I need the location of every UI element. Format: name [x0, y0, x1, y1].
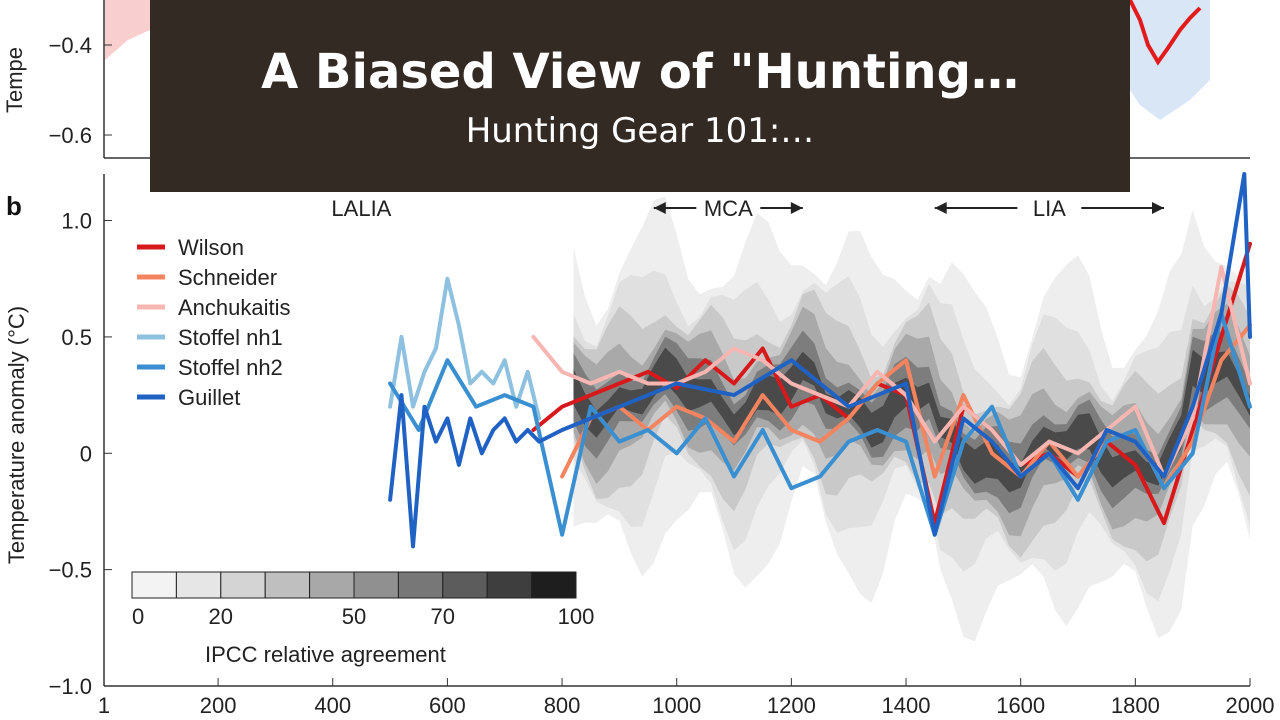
legend-label: Anchukaitis: [178, 295, 291, 320]
period-arrowhead: [653, 202, 666, 214]
series-line-guillet: [388, 172, 1252, 549]
x-tick-label: 1200: [767, 693, 816, 718]
x-tick-label: 1: [98, 693, 110, 718]
y-tick-label: −0.5: [49, 558, 92, 583]
title-overlay: A Biased View of "Hunting… Hunting Gear …: [150, 0, 1130, 192]
colorbar-cell: [531, 571, 577, 599]
x-tick-label: 600: [429, 693, 466, 718]
x-tick-label: 2000: [1226, 693, 1275, 718]
x-tick-label: 800: [544, 693, 581, 718]
colorbar-cell: [131, 571, 177, 599]
overlay-subtitle: Hunting Gear 101:…: [465, 111, 815, 151]
colorbar-title: IPCC relative agreement: [205, 642, 446, 667]
y-tick-label: 1.0: [61, 209, 92, 234]
panel-b: 1.00.50−0.5−1.01 200 400 600 800 1000 1200 1400…: [4, 172, 1275, 718]
colorbar-tick: 20: [209, 604, 233, 629]
period-label: LALIA: [331, 196, 391, 221]
period-label: MCA: [704, 196, 753, 221]
x-tick-label: 1800: [1111, 693, 1160, 718]
colorbar-cell: [264, 571, 311, 599]
legend-label: Stoffel nh2: [178, 355, 283, 380]
panel-letter-b: b: [6, 191, 22, 221]
colorbar-tick: 50: [342, 604, 366, 629]
panel-a-ytick: −0.6: [49, 123, 92, 148]
x-tick-label: 1000: [652, 693, 701, 718]
legend: Wilson Schneider Anchukaitis Stoffel nh1 Sto…: [137, 235, 291, 410]
overlay-title: A Biased View of "Hunting…: [261, 44, 1019, 100]
colorbar-tick: 100: [558, 604, 595, 629]
period-label: LIA: [1033, 196, 1066, 221]
axes-layer: 1.00.50−0.5−1.01 200 400 600 800 1000 1200 1400…: [49, 174, 1275, 718]
legend-label: Guillet: [178, 385, 240, 410]
panel-a-ytick: −0.4: [49, 33, 92, 58]
series-layer: [388, 172, 1252, 549]
legend-label: Schneider: [178, 265, 277, 290]
panel-a-red-band: [105, 0, 150, 60]
colorbar-cell: [309, 571, 355, 599]
colorbar: 0 20 50 70 100 IPCC relative agreement: [131, 571, 595, 667]
x-tick-label: 400: [314, 693, 351, 718]
colorbar-cell: [442, 571, 488, 599]
series-line-stoffel-nh1: [388, 276, 542, 421]
period-arrowhead: [934, 202, 947, 214]
y-tick-label: 0: [80, 441, 92, 466]
x-tick-label: 200: [200, 693, 237, 718]
periods-layer: LALIA MCA LIA: [331, 196, 1165, 221]
colorbar-cell: [175, 571, 222, 599]
colorbar-cell: [397, 571, 444, 599]
colorbar-cell: [486, 571, 533, 599]
x-tick-label: 1400: [882, 693, 931, 718]
panel-a-blue-band-right: [1130, 0, 1210, 120]
legend-label: Stoffel nh1: [178, 325, 283, 350]
legend-label: Wilson: [178, 235, 244, 260]
y-tick-label: 0.5: [61, 325, 92, 350]
y-tick-label: −1.0: [49, 674, 92, 699]
panel-a-red-line: [1128, 0, 1202, 66]
colorbar-cell: [220, 571, 266, 599]
colorbar-tick: 70: [431, 604, 455, 629]
series-line-stoffel-nh2: [388, 311, 1252, 537]
panel-a-ylabel: Tempe: [2, 47, 27, 113]
period-arrowhead: [790, 202, 803, 214]
colorbar-tick: 0: [132, 604, 144, 629]
colorbar-cell: [353, 571, 399, 599]
period-arrowhead: [1152, 202, 1165, 214]
y-axis-label: Temperature anomaly (°C): [4, 306, 29, 564]
series-line-anchukaitis: [531, 265, 1252, 479]
x-tick-label: 1600: [996, 693, 1045, 718]
